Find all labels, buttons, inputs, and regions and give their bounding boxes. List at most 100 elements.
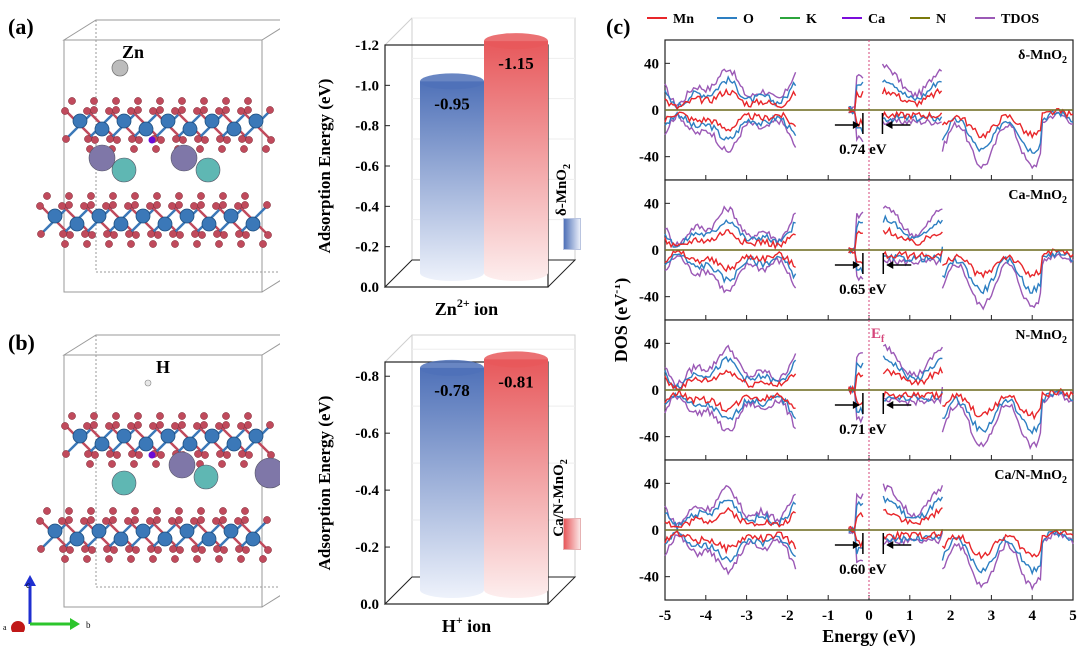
oxygen-atom-icon — [190, 517, 198, 525]
oxygen-atom-icon — [156, 106, 164, 114]
y-tick-label: 40 — [644, 476, 659, 492]
x-tick-label: 1 — [906, 608, 914, 624]
manganese-atom-icon — [226, 436, 242, 452]
bar-cylinder — [420, 359, 484, 598]
oxygen-atom-icon — [157, 136, 165, 144]
oxygen-atom-icon — [156, 421, 164, 429]
oxygen-atom-icon — [169, 545, 177, 553]
bar-top — [484, 351, 548, 368]
zinc-atom-icon — [111, 59, 129, 77]
oxygen-atom-icon — [128, 450, 136, 458]
oxygen-atom-icon — [244, 421, 252, 429]
adsorbed-atom-label: H — [156, 357, 170, 377]
oxygen-atom-icon — [132, 546, 140, 554]
oxygen-atom-icon — [263, 516, 271, 524]
oxygen-atom-icon — [59, 545, 67, 553]
dos-subplot: 40 0 -40 0.71 eV N-MnO2 Ef — [639, 319, 1074, 461]
oxygen-atom-icon — [175, 507, 183, 515]
dos-curve — [664, 355, 797, 390]
oxygen-atom-icon — [240, 145, 248, 153]
oxygen-atom-icon — [105, 107, 113, 115]
oxygen-atom-icon — [65, 192, 73, 200]
dos-curve — [941, 107, 1074, 140]
legend-delta-mno2: δ-MnO2 — [554, 160, 586, 250]
oxygen-atom-icon — [149, 422, 157, 430]
dos-curve — [882, 205, 943, 240]
oxygen-atom-icon — [194, 135, 202, 143]
oxygen-atom-icon — [263, 201, 271, 209]
oxygen-atom-icon — [237, 422, 245, 430]
oxygen-atom-icon — [176, 546, 184, 554]
legend-label: TDOS — [1001, 12, 1039, 27]
dos-curve — [882, 495, 944, 520]
oxygen-atom-icon — [124, 202, 132, 210]
subplot-title: Ca/N-MnO2 — [994, 468, 1067, 486]
oxygen-atom-icon — [130, 145, 138, 153]
dos-curve — [664, 87, 797, 110]
oxygen-atom-icon — [134, 106, 142, 114]
oxygen-atom-icon — [171, 240, 179, 248]
bar-body — [420, 367, 484, 598]
dos-curve — [664, 249, 796, 273]
oxygen-atom-icon — [244, 106, 252, 114]
oxygen-atom-icon — [146, 202, 154, 210]
oxygen-atom-icon — [194, 450, 202, 458]
hydrogen-atom-icon — [144, 379, 152, 387]
oxygen-atom-icon — [219, 507, 227, 515]
oxygen-atom-icon — [219, 192, 227, 200]
oxygen-atom-icon — [147, 545, 155, 553]
oxygen-atom-icon — [102, 517, 110, 525]
oxygen-atom-icon — [91, 451, 99, 459]
oxygen-atom-icon — [108, 460, 116, 468]
y-tick-label: -0.2 — [355, 240, 379, 256]
dos-curve — [881, 110, 943, 121]
dos-curve — [664, 75, 797, 111]
dos-curve — [848, 110, 864, 128]
dos-curve — [942, 248, 1074, 279]
manganese-atom-icon — [72, 113, 88, 129]
oxygen-atom-icon — [135, 451, 143, 459]
manganese-atom-icon — [160, 113, 176, 129]
oxygen-atom-icon — [259, 555, 267, 563]
y-tick-label: -1.0 — [355, 78, 379, 94]
oxygen-atom-icon — [178, 106, 186, 114]
y-tick-label: 0 — [652, 383, 660, 399]
y-axis-label: Adsorption Energy (eV) — [315, 79, 334, 254]
oxygen-atom-icon — [125, 230, 133, 238]
bar-top — [420, 73, 484, 90]
oxygen-atom-icon — [157, 451, 165, 459]
oxygen-atom-icon — [238, 135, 246, 143]
oxygen-atom-icon — [87, 201, 95, 209]
oxygen-atom-icon — [191, 545, 199, 553]
oxygen-atom-icon — [105, 240, 113, 248]
oxygen-atom-icon — [222, 97, 230, 105]
oxygen-atom-icon — [175, 201, 183, 209]
c-axis-arrow-icon — [24, 575, 36, 586]
dos-curve — [882, 355, 943, 383]
oxygen-atom-icon — [197, 192, 205, 200]
bar-body — [484, 359, 548, 598]
oxygen-atom-icon — [218, 460, 226, 468]
manganese-atom-icon — [204, 113, 220, 129]
dos-curve — [664, 529, 797, 555]
dos-curve — [664, 68, 797, 107]
oxygen-atom-icon — [222, 106, 230, 114]
bar-value-label: -0.81 — [498, 372, 533, 391]
bar-top — [484, 33, 548, 50]
dos-subplot: 40 0 -40 0.65 eV Ca-MnO2 — [639, 179, 1074, 321]
manganese-atom-icon — [138, 436, 154, 452]
y-tick-label: -0.4 — [355, 199, 379, 215]
legend-label: Mn — [673, 12, 694, 27]
oxygen-atom-icon — [36, 517, 44, 525]
band-gap-label: 0.74 eV — [839, 142, 887, 158]
manganese-atom-icon — [91, 523, 107, 539]
oxygen-atom-icon — [191, 230, 199, 238]
adsorption-bar-chart-h: 0.0 -0.2 -0.4 -0.6 -0.8 Adsorption Energy (eV… — [315, 334, 577, 636]
oxygen-atom-icon — [105, 555, 113, 563]
dopant-atom-icon — [148, 451, 156, 459]
oxygen-atom-icon — [153, 516, 161, 524]
dos-curve — [883, 386, 944, 407]
axes-triad: c b a — [3, 575, 91, 632]
dos-curve — [664, 229, 796, 251]
x-tick-label: -3 — [740, 608, 753, 624]
